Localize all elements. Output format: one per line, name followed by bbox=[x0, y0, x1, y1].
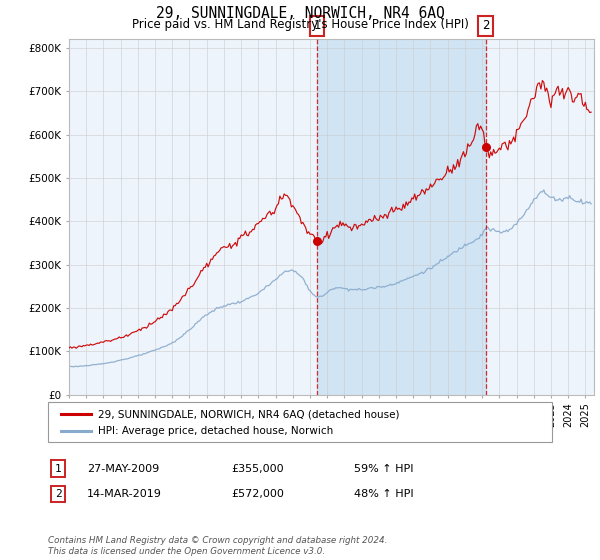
Text: £572,000: £572,000 bbox=[231, 489, 284, 499]
Text: 59% ↑ HPI: 59% ↑ HPI bbox=[354, 464, 413, 474]
Bar bbox=[317, 39, 486, 395]
Text: HPI: Average price, detached house, Norwich: HPI: Average price, detached house, Norw… bbox=[98, 426, 334, 436]
Text: 48% ↑ HPI: 48% ↑ HPI bbox=[354, 489, 413, 499]
Text: Price paid vs. HM Land Registry's House Price Index (HPI): Price paid vs. HM Land Registry's House … bbox=[131, 18, 469, 31]
Text: 14-MAR-2019: 14-MAR-2019 bbox=[87, 489, 162, 499]
Text: 29, SUNNINGDALE, NORWICH, NR4 6AQ (detached house): 29, SUNNINGDALE, NORWICH, NR4 6AQ (detac… bbox=[98, 409, 400, 419]
Text: £355,000: £355,000 bbox=[231, 464, 284, 474]
Text: 27-MAY-2009: 27-MAY-2009 bbox=[87, 464, 159, 474]
Text: 29, SUNNINGDALE, NORWICH, NR4 6AQ: 29, SUNNINGDALE, NORWICH, NR4 6AQ bbox=[155, 6, 445, 21]
Text: 2: 2 bbox=[482, 19, 490, 32]
Text: Contains HM Land Registry data © Crown copyright and database right 2024.
This d: Contains HM Land Registry data © Crown c… bbox=[48, 536, 388, 556]
Text: 1: 1 bbox=[55, 464, 62, 474]
Text: 2: 2 bbox=[55, 489, 62, 499]
Text: 1: 1 bbox=[313, 19, 321, 32]
